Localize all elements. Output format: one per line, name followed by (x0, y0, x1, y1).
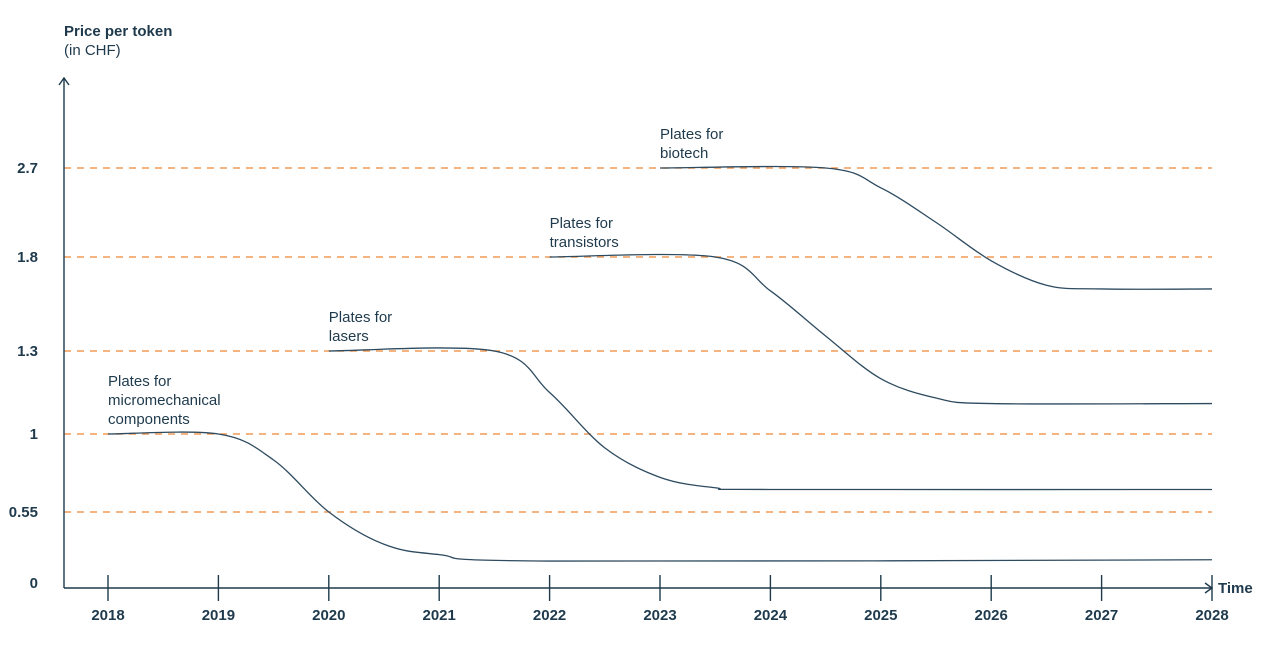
series-label: micromechanical (108, 392, 221, 409)
series-line (328, 347, 1213, 491)
series-line (107, 431, 1213, 562)
x-axis-label: Time (1218, 580, 1253, 597)
y-axis-unit: (in CHF) (64, 42, 121, 59)
y-tick-label: 0.55 (9, 504, 38, 521)
axes: Time (58, 76, 1253, 597)
series (107, 165, 1213, 562)
x-tick-label: 2023 (643, 607, 676, 624)
reference-lines (64, 167, 1212, 513)
x-tick-label: 2021 (423, 607, 456, 624)
x-tick-label: 2024 (754, 607, 788, 624)
series-label: components (108, 411, 190, 428)
x-tick-label: 2025 (864, 607, 897, 624)
series-line (659, 165, 1213, 290)
series-label: transistors (550, 234, 619, 251)
x-tick-label: 2027 (1085, 607, 1118, 624)
y-axis-arrow-icon (58, 76, 70, 86)
series-label: Plates for (108, 373, 171, 390)
series-label: Plates for (660, 126, 723, 143)
x-tick-label: 2022 (533, 607, 566, 624)
series-label: Plates for (329, 309, 392, 326)
series-label: lasers (329, 328, 369, 345)
series-label: Plates for (550, 215, 613, 232)
y-axis-title: Price per token (in CHF) (64, 22, 172, 60)
y-tick-label: 1.3 (17, 343, 38, 360)
x-tick-label: 2026 (975, 607, 1008, 624)
x-tick-label: 2019 (202, 607, 235, 624)
series-line (549, 253, 1213, 405)
y-tick-label: 1.8 (17, 249, 38, 266)
y-tick-label: 2.7 (17, 160, 38, 177)
x-tick-label: 2028 (1195, 607, 1228, 624)
ticks: 0 0.55 1 1.3 1.8 2.7 2018 2019 2020 2021 2022 2023 2… (9, 160, 1229, 624)
x-tick-label: 2020 (312, 607, 345, 624)
series-label: biotech (660, 145, 708, 162)
y-tick-label: 0 (30, 575, 38, 592)
y-axis-label: Price per token (64, 23, 173, 40)
y-tick-label: 1 (30, 426, 38, 443)
series-labels: Plates for micromechanical components Plate… (108, 126, 723, 428)
x-tick-label: 2018 (91, 607, 124, 624)
